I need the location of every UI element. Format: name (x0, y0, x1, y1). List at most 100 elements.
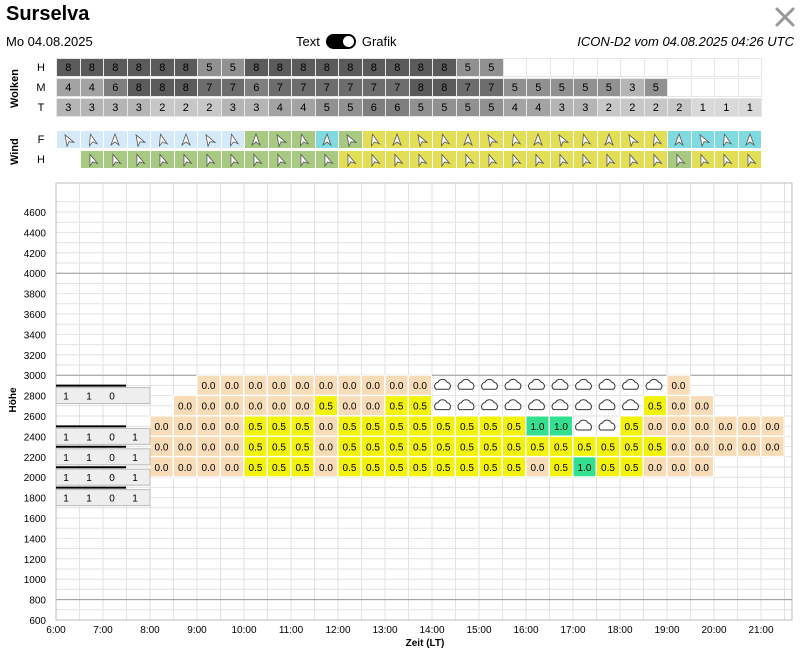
thermal-value: 0.0 (366, 381, 380, 392)
toggle-label-text[interactable]: Text (296, 33, 320, 49)
thermal-value: 0.5 (296, 442, 310, 453)
thermal-value: 0.5 (343, 463, 357, 474)
cloud-base-value: 1 (63, 392, 69, 403)
thermal-value: 0.0 (178, 402, 192, 413)
y-axis-label: Höhe (8, 387, 19, 412)
x-tick-label: 9:00 (187, 625, 207, 636)
thermal-value: 0.0 (672, 442, 686, 453)
cloud-cell: 8 (291, 58, 316, 77)
thermal-value: 0.5 (343, 422, 357, 433)
cloud-cell: 3 (103, 98, 128, 117)
cloud-cell: 2 (197, 98, 222, 117)
thermal-value: 0.0 (343, 381, 357, 392)
cloud-row-label-low: T (37, 102, 45, 114)
thermal-value: 0.5 (554, 463, 568, 474)
cloud-base-value: 1 (132, 473, 138, 484)
thermal-value: 0.0 (272, 402, 286, 413)
page-title: Surselva (6, 3, 90, 25)
forecast-date: Mo 04.08.2025 (6, 34, 93, 49)
thermal-value: 0.5 (437, 463, 451, 474)
wind-arrow-icon (502, 130, 527, 149)
thermal-value: 0.0 (695, 422, 709, 433)
toggle-label-grafik[interactable]: Grafik (361, 33, 397, 49)
thermal-value: 0.0 (366, 402, 380, 413)
thermal-value: 0.5 (249, 463, 263, 474)
thermal-value: 0.5 (390, 422, 404, 433)
thermal-value: 0.0 (296, 381, 310, 392)
thermal-value: 0.5 (460, 422, 474, 433)
thermal-value: 0.0 (178, 463, 192, 474)
thermal-value: 0.0 (202, 381, 216, 392)
thermal-value: 0.0 (202, 463, 216, 474)
cloud-rain-icon (528, 399, 545, 411)
cloud-rain-icon (504, 399, 522, 411)
wind-arrow-icon (502, 150, 527, 169)
wind-arrow-icon (737, 150, 762, 169)
cloud-base-value: 0 (109, 453, 115, 464)
y-tick-label: 800 (29, 596, 46, 607)
wind-arrow-icon (432, 130, 457, 149)
thermal-value: 0.0 (672, 381, 686, 392)
thermal-value: 0.5 (366, 422, 380, 433)
wind-arrow-icon (267, 130, 292, 149)
cloud-cell: 4 (79, 78, 104, 97)
wind-arrow-icon (338, 130, 363, 149)
thermal-value: 0.0 (766, 442, 780, 453)
thermal-value: 0.0 (225, 463, 239, 474)
thermal-value: 0.5 (319, 402, 333, 413)
thermal-value: 0.0 (319, 442, 333, 453)
wind-arrow-icon (244, 150, 269, 169)
thermal-value: 0.5 (531, 442, 545, 453)
thermal-value: 0.5 (507, 442, 521, 453)
cloud-rain-icon (575, 399, 592, 411)
wind-arrow-icon (690, 150, 715, 169)
cloud-cell: 3 (620, 78, 645, 97)
thermal-value: 0.5 (578, 442, 592, 453)
x-tick-label: 17:00 (560, 625, 585, 636)
thermal-value: 0.0 (202, 442, 216, 453)
wind-row-label-h: H (37, 154, 45, 166)
x-tick-label: 14:00 (419, 625, 444, 636)
cloud-cell: 1 (737, 98, 762, 117)
y-tick-label: 1600 (24, 514, 47, 525)
thermal-value: 0.5 (272, 422, 286, 433)
thermal-value: 0.0 (390, 381, 404, 392)
y-tick-label: 3200 (24, 351, 47, 362)
wind-arrow-icon (150, 130, 175, 149)
cloud-rain-icon (645, 378, 663, 390)
thermal-value: 0.5 (249, 422, 263, 433)
thermal-value: 0.5 (437, 422, 451, 433)
cloud-base-value: 1 (63, 453, 69, 464)
y-tick-label: 1400 (24, 534, 47, 545)
thermal-value: 0.5 (625, 463, 639, 474)
cloud-base-value: 1 (63, 494, 69, 505)
y-tick-label: 3000 (24, 371, 47, 382)
wind-arrow-icon (573, 130, 598, 149)
x-tick-label: 21:00 (748, 625, 773, 636)
toggle-switch[interactable] (325, 33, 356, 49)
thermal-value: 0.5 (366, 442, 380, 453)
cloud-base-value: 1 (86, 494, 92, 505)
wind-arrow-icon (103, 150, 128, 169)
y-tick-label: 2800 (24, 392, 47, 403)
y-tick-label: 4000 (24, 269, 47, 280)
thermal-value: 0.0 (178, 442, 192, 453)
close-icon[interactable] (774, 6, 796, 28)
thermal-value: 0.0 (202, 402, 216, 413)
thermal-value: 0.5 (272, 442, 286, 453)
wind-arrow-icon (361, 130, 386, 149)
y-tick-label: 2600 (24, 412, 47, 423)
wind-arrow-icon (714, 150, 739, 169)
cloud-cell: 7 (314, 78, 339, 97)
thermal-value: 0.5 (343, 442, 357, 453)
view-toggle[interactable]: Text Grafik (296, 32, 397, 50)
wind-arrow-icon (291, 130, 316, 149)
cloud-cell (737, 58, 762, 77)
thermal-value: 0.0 (766, 422, 780, 433)
thermal-value: 0.0 (742, 422, 756, 433)
model-run-info: ICON-D2 vom 04.08.2025 04:26 UTC (577, 34, 794, 49)
cloud-cell: 2 (643, 98, 668, 117)
x-tick-label: 12:00 (325, 625, 350, 636)
wind-arrow-icon (220, 130, 245, 149)
